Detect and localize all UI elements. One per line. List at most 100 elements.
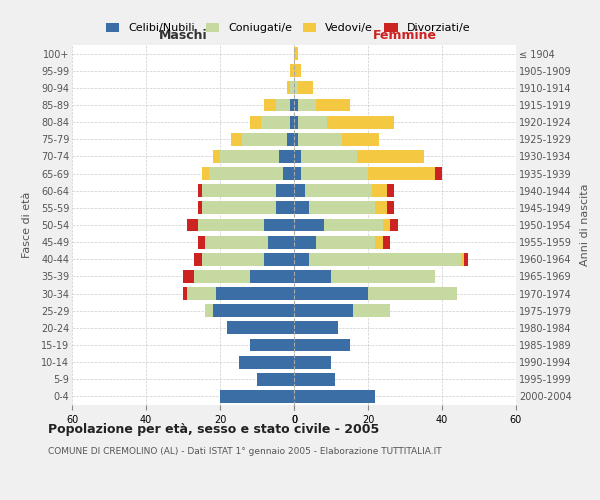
Bar [305, 184, 372, 197]
Bar [220, 390, 294, 403]
Legend: Celibi/Nubili, Coniugati/e, Vedovi/e, Divorziati/e: Celibi/Nubili, Coniugati/e, Vedovi/e, Di… [101, 18, 475, 38]
Bar [316, 236, 376, 248]
Bar [368, 287, 457, 300]
Bar [290, 64, 294, 77]
Bar [331, 270, 434, 283]
Bar [294, 356, 331, 368]
Bar [187, 218, 198, 232]
Text: COMUNE DI CREMOLINO (AL) - Dati ISTAT 1° gennaio 2005 - Elaborazione TUTTITALIA.: COMUNE DI CREMOLINO (AL) - Dati ISTAT 1°… [48, 448, 442, 456]
Bar [290, 98, 294, 112]
Bar [301, 167, 368, 180]
Bar [205, 236, 268, 248]
Bar [242, 133, 287, 145]
Bar [294, 133, 298, 145]
Title: Femmine: Femmine [373, 30, 437, 43]
Bar [279, 150, 294, 163]
Bar [434, 167, 442, 180]
Bar [376, 236, 383, 248]
Bar [383, 236, 390, 248]
Bar [205, 304, 212, 317]
Bar [283, 167, 294, 180]
Bar [294, 184, 305, 197]
Bar [298, 133, 342, 145]
Bar [294, 304, 353, 317]
Bar [202, 202, 275, 214]
Bar [294, 98, 298, 112]
Bar [294, 218, 323, 232]
Bar [265, 253, 294, 266]
Bar [294, 236, 316, 248]
Bar [212, 150, 220, 163]
Bar [316, 98, 349, 112]
Bar [390, 218, 398, 232]
Bar [294, 82, 298, 94]
Bar [250, 270, 294, 283]
Bar [298, 116, 328, 128]
Bar [183, 270, 194, 283]
Bar [294, 253, 309, 266]
Bar [383, 218, 390, 232]
Bar [323, 218, 383, 232]
Bar [353, 304, 390, 317]
Bar [217, 287, 294, 300]
Bar [328, 116, 394, 128]
Bar [194, 270, 250, 283]
Bar [461, 253, 464, 266]
Bar [294, 47, 298, 60]
Bar [368, 167, 434, 180]
Bar [220, 150, 279, 163]
Bar [290, 82, 294, 94]
Bar [275, 98, 290, 112]
Bar [294, 373, 335, 386]
Bar [265, 218, 294, 232]
Bar [250, 116, 260, 128]
Bar [212, 304, 294, 317]
Bar [287, 82, 290, 94]
Bar [187, 287, 217, 300]
Bar [227, 322, 294, 334]
Bar [231, 133, 242, 145]
Bar [357, 150, 424, 163]
Bar [265, 98, 275, 112]
Bar [294, 270, 331, 283]
Text: Popolazione per età, sesso e stato civile - 2005: Popolazione per età, sesso e stato civil… [48, 422, 379, 436]
Bar [298, 98, 316, 112]
Text: Anni di nascita: Anni di nascita [580, 184, 590, 266]
Bar [294, 338, 349, 351]
Bar [372, 184, 386, 197]
Bar [250, 338, 294, 351]
Bar [287, 133, 294, 145]
Bar [294, 64, 301, 77]
Bar [198, 202, 202, 214]
Bar [275, 184, 294, 197]
Bar [268, 236, 294, 248]
Bar [294, 167, 301, 180]
Bar [294, 150, 301, 163]
Bar [194, 253, 202, 266]
Bar [294, 116, 298, 128]
Bar [257, 373, 294, 386]
Bar [198, 218, 265, 232]
Bar [209, 167, 283, 180]
Bar [275, 202, 294, 214]
Bar [260, 116, 290, 128]
Bar [239, 356, 294, 368]
Bar [301, 150, 357, 163]
Bar [464, 253, 468, 266]
Title: Maschi: Maschi [158, 30, 208, 43]
Bar [386, 184, 394, 197]
Bar [290, 116, 294, 128]
Bar [342, 133, 379, 145]
Bar [294, 390, 376, 403]
Bar [386, 202, 394, 214]
Bar [294, 322, 338, 334]
Text: Fasce di età: Fasce di età [22, 192, 32, 258]
Bar [294, 202, 309, 214]
Bar [198, 236, 205, 248]
Bar [202, 253, 265, 266]
Bar [309, 253, 461, 266]
Bar [198, 184, 202, 197]
Bar [202, 167, 209, 180]
Bar [183, 287, 187, 300]
Bar [294, 287, 368, 300]
